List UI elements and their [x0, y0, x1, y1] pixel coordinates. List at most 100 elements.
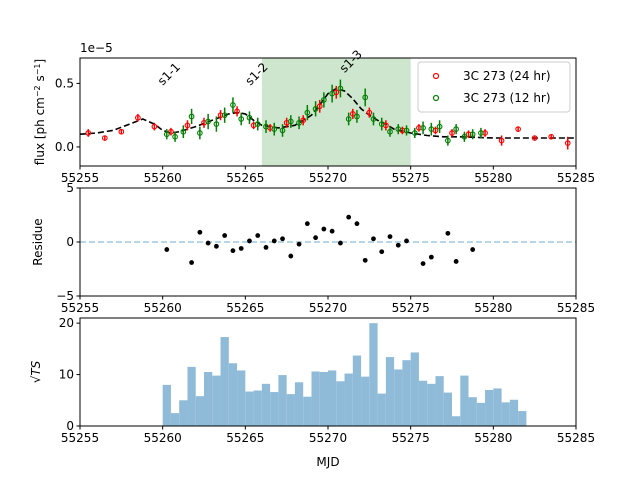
shaded-region	[261, 58, 411, 166]
residue-point	[338, 240, 343, 246]
point-24hr	[135, 114, 141, 121]
residue-point	[288, 253, 294, 259]
residue-point	[304, 221, 310, 227]
ts-bar	[237, 370, 246, 426]
residue-point	[428, 254, 434, 260]
residue-point	[362, 257, 368, 263]
point-12hr	[213, 121, 220, 127]
ts-bar	[460, 375, 469, 426]
residue-point	[329, 228, 335, 234]
flux-scale-label: 1e−5	[80, 41, 113, 55]
legend-frame	[417, 61, 571, 113]
ts-bar	[344, 373, 353, 426]
residue-point	[404, 238, 409, 244]
point-12hr	[321, 97, 327, 103]
ts-bar	[336, 381, 345, 426]
residue-point	[379, 249, 385, 255]
ts-bar	[278, 375, 287, 426]
point-12hr	[238, 116, 245, 122]
point-12hr	[370, 116, 377, 122]
y-tick-label: 20	[59, 316, 74, 330]
point-12hr	[345, 116, 352, 122]
x-tick-label: 55275	[392, 431, 430, 445]
ts-bar	[270, 392, 279, 426]
residue-point	[230, 248, 236, 254]
ts-bar	[410, 352, 419, 426]
residue-point	[280, 236, 285, 242]
point-12hr	[411, 130, 418, 136]
ts-bar	[228, 363, 238, 426]
x-tick-label: 55265	[226, 301, 264, 315]
point-12hr	[403, 127, 410, 134]
x-tick-label: 55260	[144, 431, 182, 445]
x-tick-label: 55285	[557, 171, 595, 185]
residue-point	[313, 235, 318, 241]
ts-bar	[195, 396, 204, 426]
ts-bar	[311, 371, 320, 426]
ts-bar	[162, 384, 171, 426]
point-12hr	[395, 126, 402, 133]
ts-bar	[261, 383, 271, 426]
residue-point	[164, 247, 170, 252]
x-tick-label: 55285	[557, 301, 595, 315]
point-24hr	[101, 135, 108, 141]
y-tick-label: 0.0	[55, 140, 74, 154]
x-tick-label: 55280	[474, 301, 512, 315]
point-24hr	[85, 130, 92, 136]
ts-bar	[452, 416, 461, 426]
residue-point	[354, 221, 360, 227]
point-24hr	[498, 137, 505, 144]
ts-bar	[435, 376, 444, 426]
y-tick-label: 5	[66, 181, 74, 195]
residue-point	[395, 242, 401, 248]
ts-bar	[245, 391, 254, 426]
residue-point	[371, 236, 376, 242]
y-tick-label: 10	[59, 368, 74, 382]
residue-point	[238, 246, 244, 251]
point-12hr	[180, 128, 187, 135]
residue-point	[214, 243, 219, 249]
ts-bar	[303, 396, 312, 426]
flux-y-axis-label: flux [ph cm−2 s−1]	[33, 59, 48, 165]
x-tick-label: 55275	[392, 171, 430, 185]
point-24hr	[118, 128, 125, 135]
x-tick-label: 55275	[392, 301, 430, 315]
x-tick-label: 55270	[309, 171, 347, 185]
residue-point	[222, 233, 228, 238]
point-24hr	[300, 117, 307, 124]
residue-point	[263, 245, 269, 250]
ts-bar	[493, 388, 502, 426]
point-12hr	[279, 127, 286, 134]
y-tick-label: 0	[66, 235, 74, 249]
x-tick-label: 55265	[226, 431, 264, 445]
residue-point	[189, 260, 195, 265]
residue-panel: 55255 55260 55265 55270 55275 55280 55285 −5 0 5…	[31, 181, 595, 315]
point-24hr	[151, 123, 158, 130]
point-12hr	[205, 118, 211, 125]
point-12hr	[188, 113, 195, 120]
point-24hr	[531, 135, 538, 141]
x-tick-label: 55255	[61, 431, 99, 445]
point-12hr	[387, 128, 393, 135]
ts-bar	[518, 411, 527, 426]
ts-bar	[427, 383, 436, 426]
point-24hr	[515, 126, 521, 133]
annotation-label: s1-1	[155, 60, 183, 88]
point-12hr	[362, 94, 369, 101]
x-tick-label: 55260	[144, 171, 182, 185]
residue-point	[453, 259, 459, 264]
ts-bar	[468, 397, 477, 426]
ts-panel: 55255 55260 55265 55270 55275 55280 55285 0 10 2…	[29, 316, 595, 469]
x-tick-label: 55255	[61, 301, 99, 315]
point-24hr	[234, 108, 240, 115]
ts-bar	[319, 372, 328, 426]
point-12hr	[304, 109, 311, 116]
legend-label-24hr: 3C 273 (24 hr)	[463, 69, 551, 83]
x-tick-label: 55280	[474, 171, 512, 185]
point-12hr	[271, 126, 278, 133]
ts-bar	[212, 375, 221, 426]
ts-bar	[204, 372, 213, 426]
residue-point	[271, 238, 277, 244]
ts-bar	[501, 402, 510, 426]
